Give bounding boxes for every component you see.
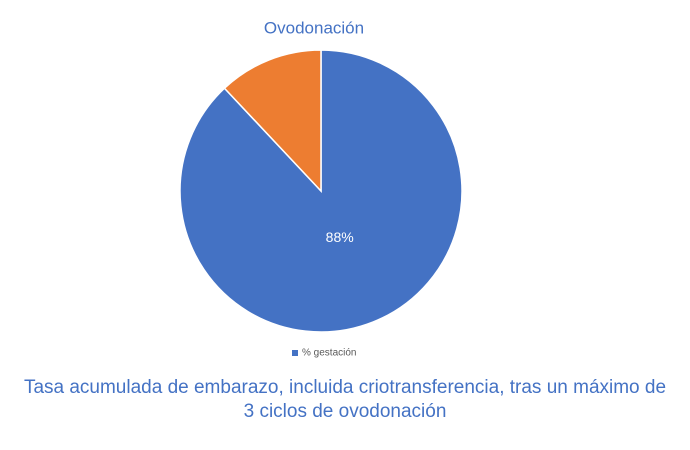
- pie-slice: [223, 49, 322, 193]
- caption: Tasa acumulada de embarazo, incluida cri…: [23, 377, 667, 422]
- data-label: 88%: [326, 229, 354, 245]
- legend-label: % gestación: [302, 348, 356, 359]
- legend-swatch: [292, 350, 298, 356]
- chart-title: Ovodonación: [264, 18, 364, 37]
- chart: Ovodonación 88% % gestación: [179, 18, 463, 359]
